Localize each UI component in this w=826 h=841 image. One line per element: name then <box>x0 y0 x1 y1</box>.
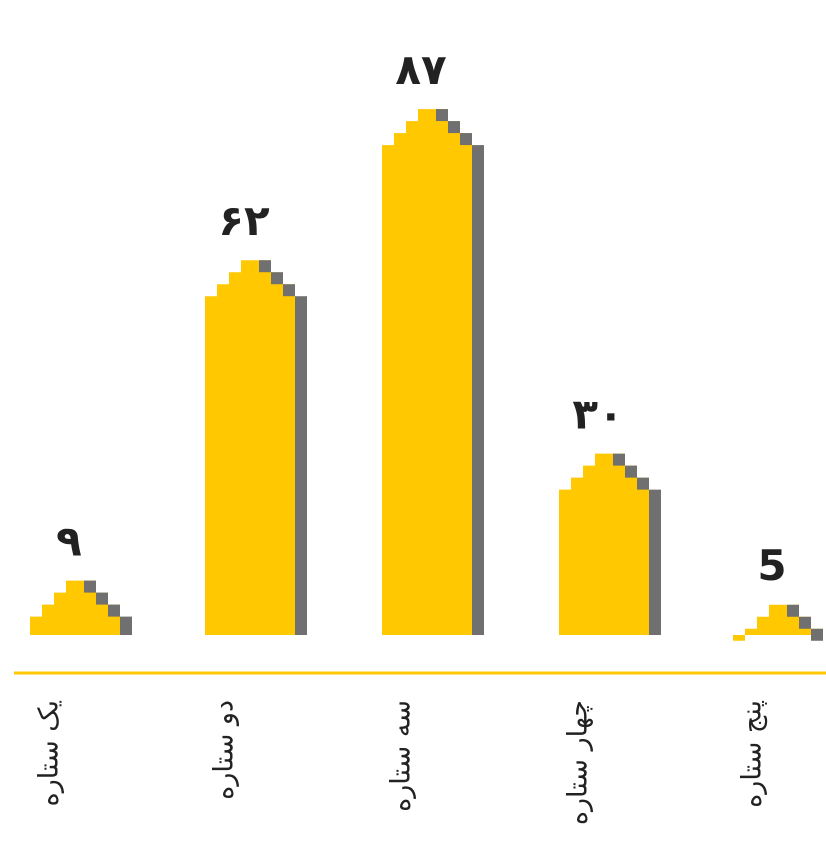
bar-shadow <box>96 592 108 605</box>
value-label-4: ۳۰ <box>572 390 623 439</box>
bar-shadow <box>460 133 472 146</box>
bar-shadow <box>649 489 661 635</box>
bar-shadow <box>613 453 625 466</box>
bar-body <box>30 580 120 635</box>
bar-shadow <box>108 604 120 617</box>
bars-group <box>30 109 823 641</box>
bar-4 <box>559 453 661 635</box>
category-label-4: چهار ستاره <box>563 700 594 825</box>
value-label-2: ۶۲ <box>218 196 270 245</box>
bar-5 <box>733 604 823 641</box>
bar-3 <box>382 109 484 635</box>
bar-shadow <box>787 604 799 617</box>
bar-shadow <box>259 260 271 273</box>
bar-shadow <box>295 296 307 635</box>
category-label-2: دو ستاره <box>209 700 240 800</box>
bar-2 <box>205 260 307 635</box>
bar-shadow <box>436 109 448 122</box>
bar-shadow <box>120 616 132 635</box>
value-label-3: ۸۷ <box>395 45 447 94</box>
bar-shadow <box>811 628 823 641</box>
bar-shadow <box>271 272 283 285</box>
value-label-5: 5 <box>757 541 786 590</box>
value-labels-group: ۹ ۶۲ ۸۷ ۳۰ 5 <box>56 45 786 590</box>
category-labels-group: یک ستاره دو ستاره سه ستاره چهار ستاره پنج ست… <box>34 700 768 825</box>
bar-body <box>733 604 823 641</box>
category-label-1: یک ستاره <box>34 700 65 806</box>
bar-shadow <box>799 616 811 629</box>
category-label-5: پنج ستاره <box>737 700 768 808</box>
bar-shadow <box>283 284 295 297</box>
category-label-3: سه ستاره <box>386 700 417 812</box>
bar-shadow <box>84 580 96 593</box>
bar-body <box>559 453 649 635</box>
bar-1 <box>30 580 132 635</box>
bar-shadow <box>637 477 649 490</box>
bar-body <box>205 260 295 635</box>
bar-shadow <box>472 145 484 635</box>
value-label-1: ۹ <box>56 517 82 566</box>
bar-body <box>382 109 472 635</box>
bar-shadow <box>448 121 460 134</box>
bar-shadow <box>625 465 637 478</box>
